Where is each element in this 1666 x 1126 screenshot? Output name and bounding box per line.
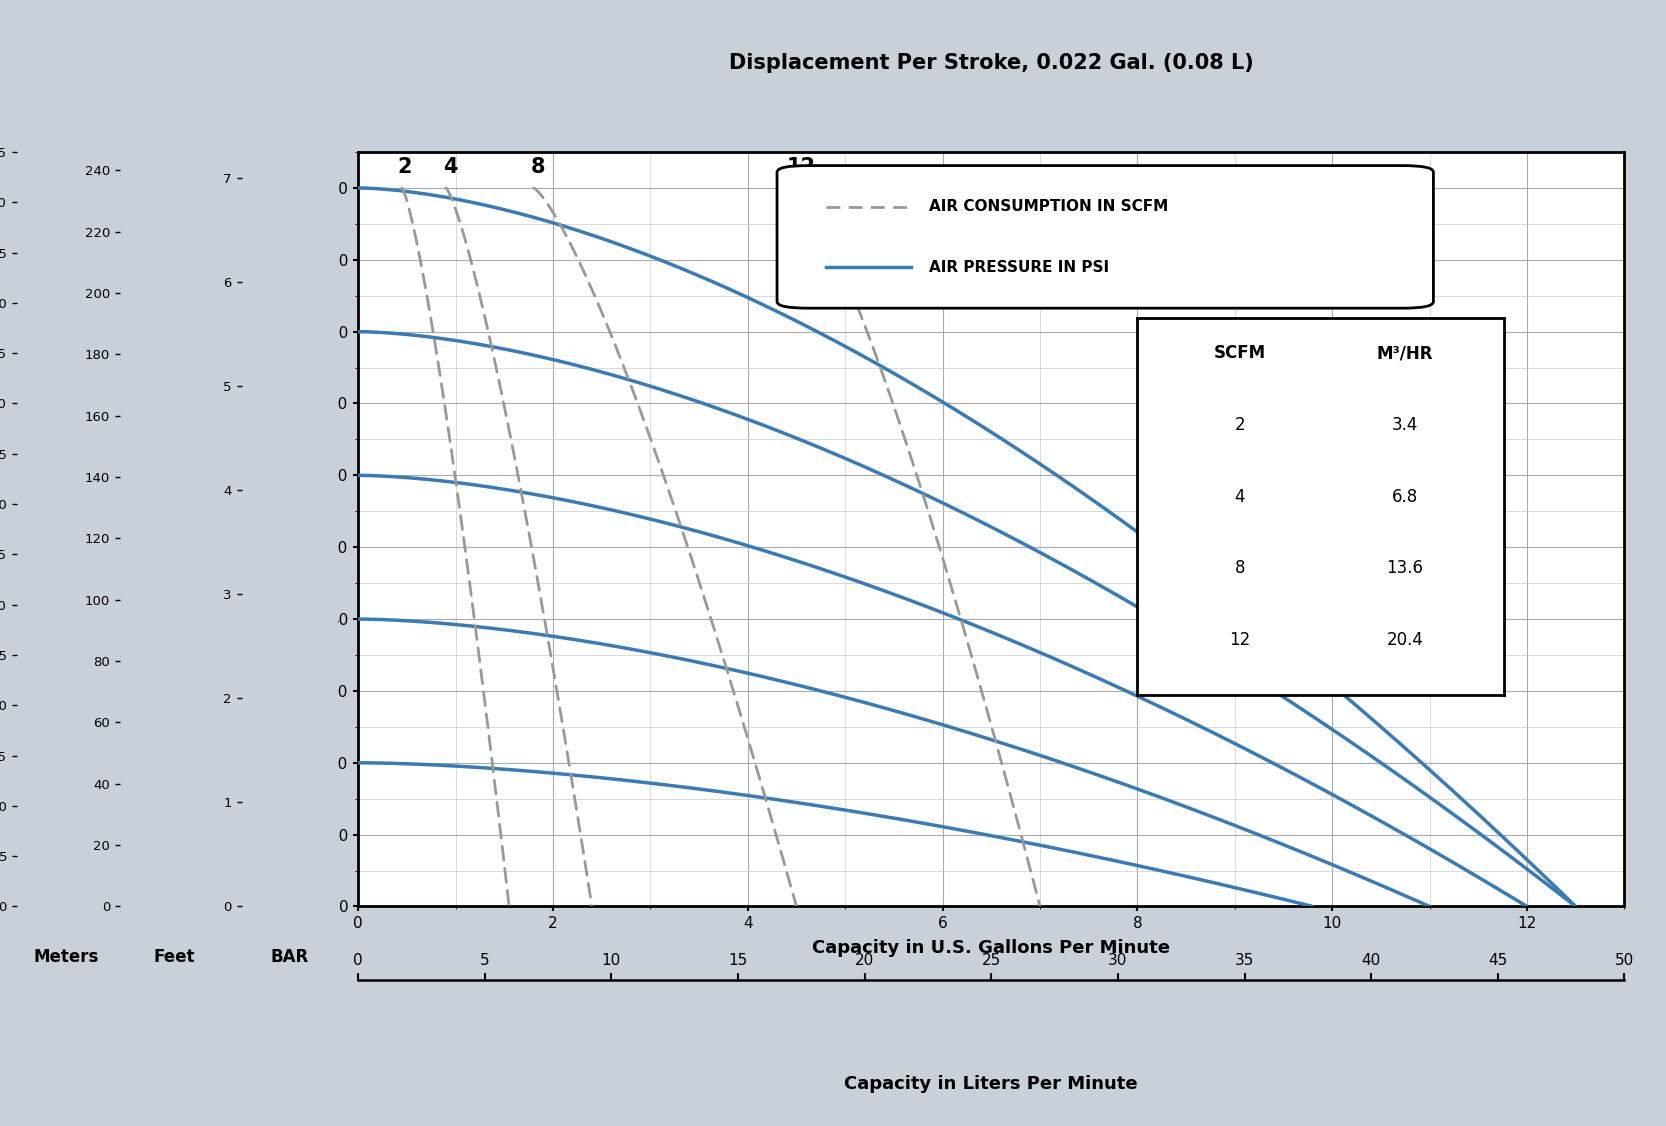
Text: 3.4: 3.4 — [1391, 415, 1418, 434]
Text: M³/HR: M³/HR — [1376, 345, 1433, 363]
Text: Meters: Meters — [33, 948, 100, 966]
Text: 12: 12 — [1230, 631, 1250, 649]
Text: 12: 12 — [786, 158, 816, 177]
Text: 20.4: 20.4 — [1386, 631, 1423, 649]
Text: 4: 4 — [1235, 488, 1245, 506]
Text: 2: 2 — [398, 158, 412, 177]
Text: Displacement Per Stroke, 0.022 Gal. (0.08 L): Displacement Per Stroke, 0.022 Gal. (0.0… — [730, 53, 1253, 73]
Text: AIR CONSUMPTION IN SCFM: AIR CONSUMPTION IN SCFM — [930, 199, 1168, 214]
Text: Feet: Feet — [153, 948, 195, 966]
X-axis label: Capacity in U.S. Gallons Per Minute: Capacity in U.S. Gallons Per Minute — [813, 939, 1170, 957]
Text: 8: 8 — [531, 158, 546, 177]
Text: BAR: BAR — [272, 948, 308, 966]
Text: 13.6: 13.6 — [1386, 560, 1423, 578]
Text: AIR PRESSURE IN PSI: AIR PRESSURE IN PSI — [930, 260, 1110, 275]
Text: 4: 4 — [443, 158, 458, 177]
Text: 8: 8 — [1235, 560, 1245, 578]
Text: 2: 2 — [1235, 415, 1245, 434]
Text: SCFM: SCFM — [1213, 345, 1266, 363]
Y-axis label: Discharge Head in PSI: Discharge Head in PSI — [293, 418, 312, 641]
FancyBboxPatch shape — [776, 166, 1433, 309]
X-axis label: Capacity in Liters Per Minute: Capacity in Liters Per Minute — [845, 1075, 1138, 1093]
Text: 6.8: 6.8 — [1391, 488, 1418, 506]
